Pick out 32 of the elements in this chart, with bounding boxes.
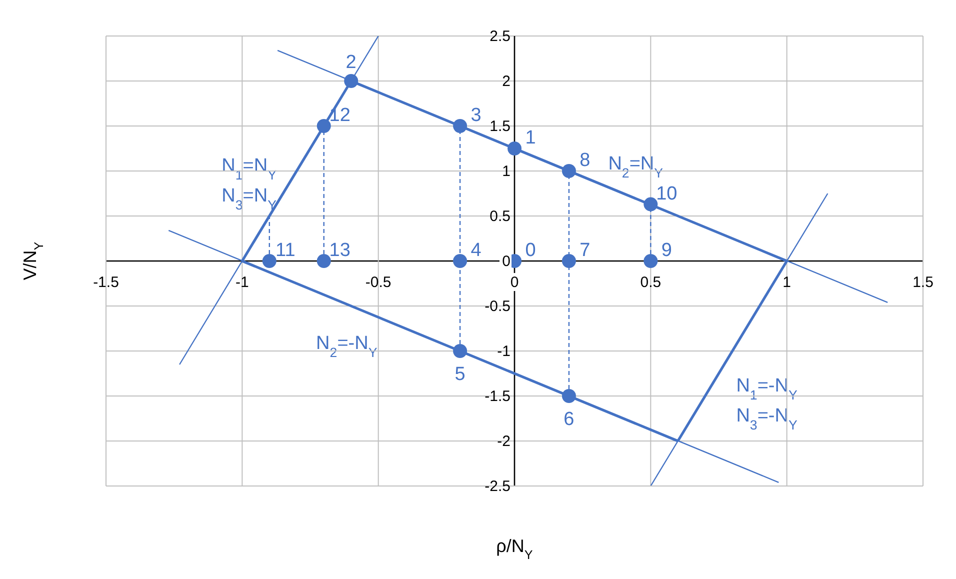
y-tick-label: 2 (502, 73, 510, 90)
y-tick-label: 2.5 (490, 28, 510, 45)
y-tick-label: 0.5 (490, 208, 510, 225)
annotation: 9 (661, 240, 672, 261)
x-tick-label: -1 (235, 274, 249, 291)
x-axis-title: ρ/N$_{Y}$ (496, 536, 534, 562)
annotation: 2 (346, 52, 356, 73)
annotation: 7 (580, 240, 590, 261)
annotation: 3 (470, 105, 482, 126)
x-tick-label: 1.5 (912, 274, 934, 291)
annotation: 0 (525, 240, 536, 261)
annotation: N$_{3}$=N$_{Y}$ (222, 186, 277, 212)
y-tick-label: 1 (502, 163, 510, 180)
annotation: 1 (525, 128, 536, 148)
annotation: 5 (454, 364, 466, 385)
x-tick-label: -1.5 (93, 274, 119, 291)
y-tick-label: -1.5 (484, 388, 510, 405)
y-tick-label: -1 (497, 343, 510, 360)
y-tick-label: -2.5 (484, 478, 510, 495)
y-tick-label: 0 (502, 253, 510, 270)
x-tick-label: -0.5 (365, 274, 392, 291)
annotation: 4 (470, 240, 482, 261)
y-tick-label: -2 (497, 433, 510, 450)
annotation: 10 (656, 183, 678, 204)
x-tick-label: 0.5 (640, 274, 662, 291)
y-tick-label: 1.5 (490, 118, 510, 135)
x-tick-label: 1 (782, 274, 792, 291)
annotation: 6 (564, 409, 574, 430)
annotation: 13 (329, 240, 350, 261)
y-tick-label: -0.5 (484, 298, 510, 315)
annotation: 8 (580, 150, 590, 171)
annotation: 11 (276, 240, 296, 261)
